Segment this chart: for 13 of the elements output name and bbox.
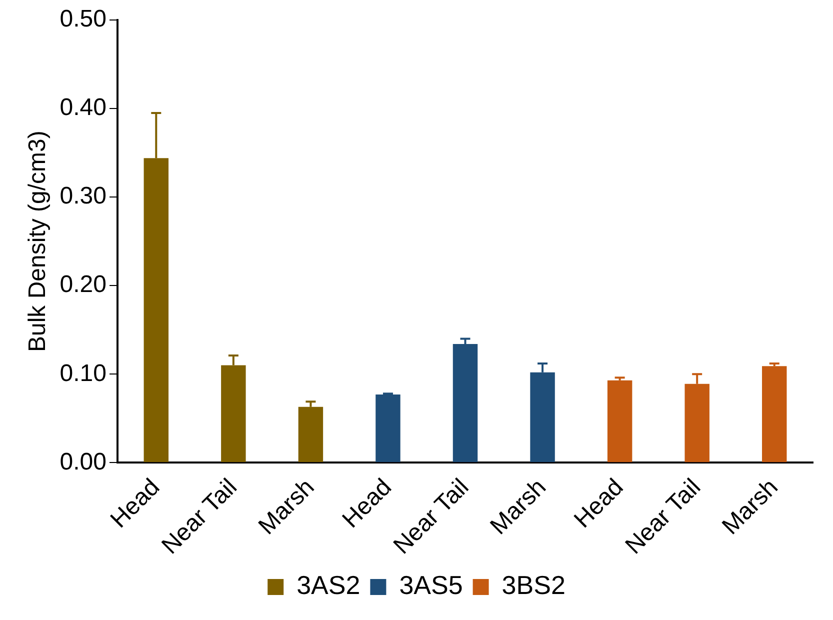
y-tick-label: 0.00: [60, 448, 107, 476]
bar: [607, 380, 632, 462]
y-tick-label: 0.10: [60, 360, 107, 387]
legend-label: 3AS5: [399, 570, 463, 600]
legend-label: 3BS2: [502, 570, 566, 600]
bar: [376, 394, 400, 462]
y-tick-label: 0.40: [60, 94, 107, 122]
y-axis-title: Bulk Density (g/cm3): [24, 130, 52, 352]
y-tick-label: 0.30: [60, 182, 107, 210]
bar: [762, 366, 787, 462]
legend-label: 3AS2: [296, 570, 360, 600]
y-tick-label: 0.50: [60, 6, 107, 33]
y-tick-label: 0.20: [60, 271, 107, 298]
